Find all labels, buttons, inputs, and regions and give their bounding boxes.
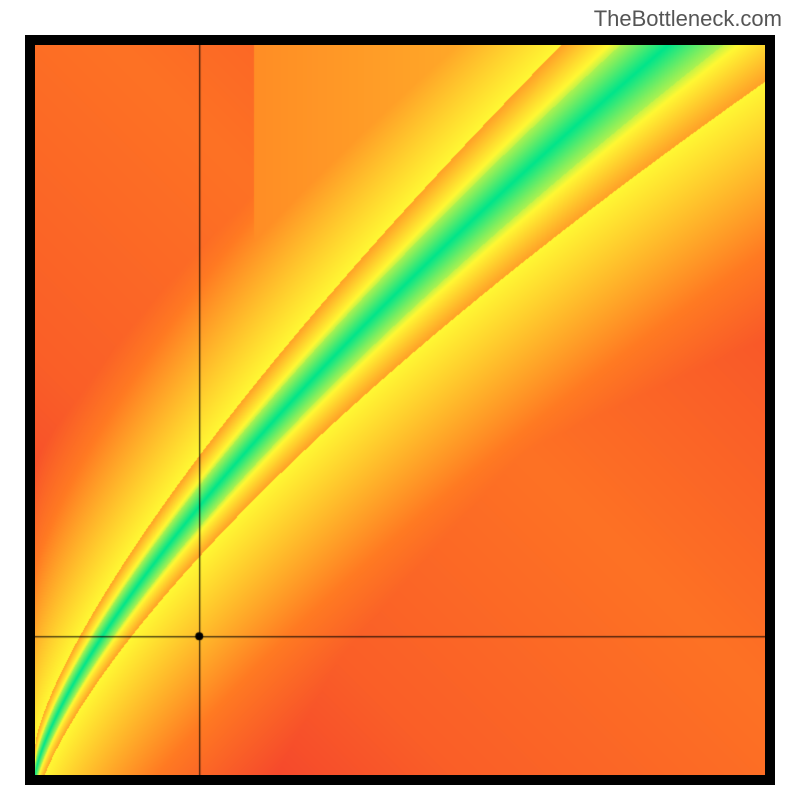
chart-frame bbox=[25, 35, 775, 785]
watermark-text: TheBottleneck.com bbox=[594, 6, 782, 32]
chart-container: TheBottleneck.com bbox=[0, 0, 800, 800]
heatmap-canvas bbox=[35, 45, 765, 775]
chart-plot-area bbox=[35, 45, 765, 775]
